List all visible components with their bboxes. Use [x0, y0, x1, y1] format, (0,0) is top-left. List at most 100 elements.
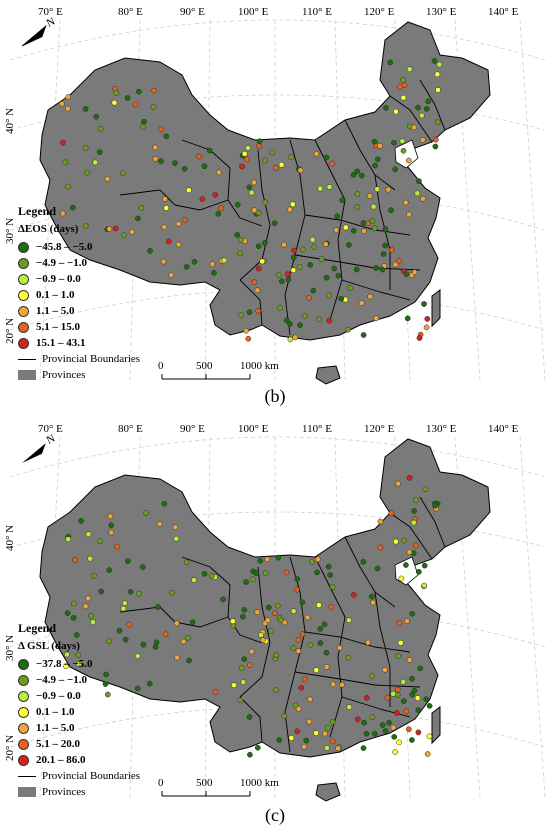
station-point: [287, 321, 293, 327]
station-point: [237, 697, 244, 704]
legend-title: Legend: [18, 621, 57, 635]
station-point: [191, 258, 198, 265]
station-point: [290, 608, 297, 614]
station-point: [314, 569, 320, 576]
station-point: [262, 240, 268, 246]
station-point: [354, 716, 361, 723]
station-point: [220, 596, 226, 603]
station-point: [257, 557, 264, 564]
station-point: [120, 170, 126, 177]
station-point: [82, 106, 89, 112]
station-point: [375, 156, 381, 163]
station-point: [369, 714, 376, 720]
station-point: [335, 745, 341, 752]
station-point: [369, 673, 376, 679]
station-point: [414, 190, 421, 197]
station-point: [65, 94, 72, 100]
station-point: [182, 216, 188, 223]
station-point: [255, 265, 262, 272]
station-point: [111, 99, 118, 106]
station-point: [281, 713, 288, 719]
lon-label: 120° E: [364, 423, 395, 435]
station-point: [350, 592, 357, 598]
station-point: [104, 175, 111, 182]
station-point: [432, 502, 439, 509]
station-point: [161, 500, 168, 507]
station-point: [426, 703, 433, 709]
station-point: [156, 521, 163, 527]
station-point: [134, 685, 141, 692]
station-point: [108, 522, 115, 529]
station-point: [435, 87, 441, 93]
station-point: [287, 336, 294, 343]
legend-class: 0.1 – 1.0: [18, 287, 140, 303]
legend-class: −45.8 – −5.0: [18, 239, 140, 255]
station-point: [421, 582, 428, 589]
station-point: [323, 649, 330, 656]
station-point: [307, 696, 313, 703]
station-points-eos: [59, 58, 443, 343]
station-point: [374, 186, 381, 193]
station-point: [276, 737, 283, 743]
station-point: [59, 101, 65, 107]
station-point: [262, 157, 269, 164]
station-point: [424, 316, 431, 322]
station-point: [372, 162, 378, 169]
station-point: [317, 185, 324, 192]
station-point: [295, 648, 302, 654]
station-point: [243, 579, 249, 585]
station-point: [403, 271, 410, 277]
station-point: [281, 241, 287, 248]
station-point: [406, 66, 413, 73]
station-point: [180, 638, 187, 645]
station-point: [175, 241, 182, 248]
station-point: [82, 145, 89, 151]
station-point: [172, 524, 179, 531]
panel-caption: (c): [265, 805, 285, 825]
scale-label: 0: [158, 777, 164, 789]
station-point: [243, 156, 250, 163]
station-point: [436, 61, 443, 68]
station-point: [379, 266, 386, 273]
hainan-land: [315, 782, 341, 802]
station-point: [382, 728, 389, 734]
station-point: [268, 628, 274, 635]
legend-variable: Δ GSL (days): [18, 640, 80, 652]
legend-eos: Legend ΔEOS (days) −45.8 – −5.0 −4.9 – −…: [18, 204, 140, 383]
station-point: [406, 475, 413, 481]
station-point: [409, 610, 416, 617]
station-point: [283, 317, 290, 324]
station-point: [259, 258, 266, 265]
station-point: [246, 184, 253, 191]
station-point: [423, 106, 430, 112]
station-point: [254, 609, 261, 616]
station-point: [339, 681, 345, 688]
station-point: [241, 150, 248, 157]
station-point: [283, 569, 290, 576]
station-point: [231, 682, 237, 689]
station-point: [183, 263, 190, 270]
station-point: [298, 684, 305, 691]
station-point: [140, 641, 147, 648]
station-points-gsl: [63, 475, 441, 758]
station-point: [400, 94, 407, 101]
station-point: [161, 224, 168, 230]
scale-bar: [161, 374, 251, 380]
station-point: [166, 238, 172, 245]
station-point: [377, 143, 383, 149]
legend-dot: [18, 722, 29, 734]
station-point: [367, 293, 373, 300]
station-point: [377, 518, 384, 525]
station-point: [175, 220, 182, 227]
legend-class: 15.1 – 43.1: [18, 335, 140, 351]
station-point: [406, 657, 413, 663]
station-point: [93, 113, 100, 120]
station-point: [275, 272, 282, 278]
station-point: [317, 640, 324, 646]
scale-label: 0: [158, 360, 164, 372]
station-point: [336, 644, 343, 651]
station-point: [246, 662, 253, 668]
station-point: [295, 637, 302, 643]
lon-label: 100° E: [238, 423, 269, 435]
station-point: [396, 739, 402, 746]
